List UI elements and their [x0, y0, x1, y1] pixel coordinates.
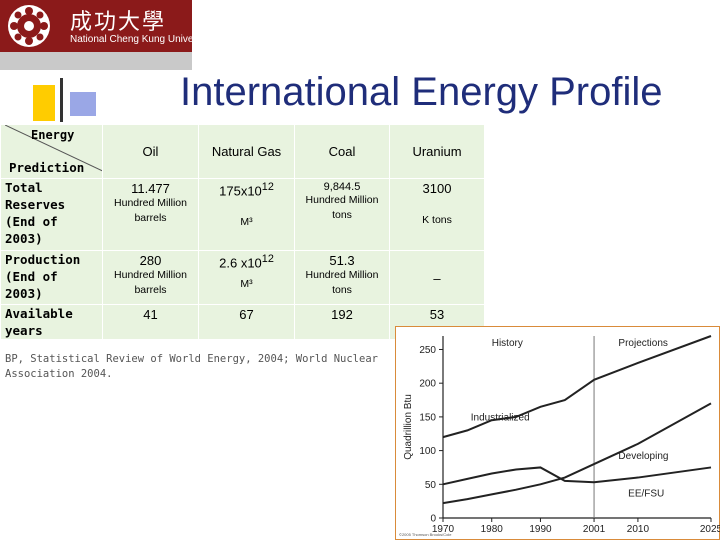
cell-value: –: [433, 271, 441, 286]
x-tick-label: 1990: [529, 524, 552, 535]
corner-prediction-label: Prediction: [9, 160, 85, 175]
x-tick-label: 1980: [481, 524, 504, 535]
cell-production-oil: 280 Hundred Million barrels: [102, 250, 199, 305]
cell-value: 67: [239, 307, 254, 322]
chart-footnote: ©2005 Thomson Brooks/Cole: [399, 532, 452, 537]
university-name-english: National Cheng Kung University: [70, 34, 212, 45]
column-header-natural-gas: Natural Gas: [198, 124, 295, 179]
cell-value-base: 175x10: [219, 183, 262, 199]
corner-diagonal: [5, 125, 102, 172]
cell-unit: K tons: [422, 214, 452, 226]
series-label: Industrialized: [471, 412, 530, 423]
cell-value-exponent: 12: [261, 181, 274, 193]
chart-frame: [394, 325, 720, 541]
y-tick-label: 50: [425, 480, 437, 491]
series-label: EE/FSU: [628, 489, 664, 500]
cell-value: 175x1012: [199, 181, 294, 198]
energy-table: Energy Prediction Oil Natural Gas Coal U…: [0, 124, 485, 340]
cell-unit: M³: [240, 278, 253, 291]
series-label: Developing: [618, 451, 668, 462]
corner-energy-label: Energy: [31, 128, 75, 142]
x-tick-label: 2025: [700, 524, 720, 535]
decor-vertical-line: [60, 78, 63, 122]
cell-value: 2.6 x1012: [199, 253, 294, 270]
cell-reserves-oil: 11.477 Hundred Million barrels: [102, 178, 199, 251]
x-tick-label: 2010: [627, 524, 650, 535]
y-tick-label: 0: [430, 514, 436, 525]
table-row: Production (End of 2003) 280 Hundred Mil…: [0, 250, 485, 305]
energy-projection-chart: 0 50 100 150 200 250 1970 1980 1990 2001 2010 2025 Q…: [394, 325, 720, 541]
series-line-developing: [442, 402, 712, 505]
cell-reserves-coal: 9,844.5 Hundred Million tons: [294, 178, 390, 251]
x-tick-label: 2001: [583, 524, 606, 535]
cell-value: 41: [143, 307, 158, 322]
cell-reserves-uranium: 3100 K tons: [389, 178, 485, 251]
cell-unit: Hundred Million tons: [305, 194, 379, 221]
cell-value: 280: [139, 253, 162, 268]
projections-label: Projections: [618, 338, 667, 349]
row-label-production: Production (End of 2003): [0, 250, 103, 305]
y-axis-label: Quadrillion Btu: [403, 394, 414, 460]
y-tick-label: 100: [419, 446, 436, 457]
university-name-chinese: 成功大學: [70, 10, 167, 35]
cell-years-gas: 67: [198, 304, 295, 340]
cell-value: 51.3: [329, 253, 355, 268]
cell-unit: Hundred Million barrels: [114, 269, 187, 296]
cell-value: 53: [429, 307, 445, 322]
university-seal-icon: [8, 5, 50, 47]
cell-reserves-gas: 175x1012 M³: [198, 178, 295, 251]
cell-production-uranium: –: [389, 250, 485, 305]
cell-value-base: 2.6 x10: [219, 255, 262, 271]
cell-unit: M³: [240, 216, 253, 229]
cell-production-coal: 51.3 Hundred Million tons: [294, 250, 390, 305]
column-header-coal: Coal: [294, 124, 390, 179]
row-label-total-reserves: Total Reserves (End of 2003): [0, 178, 103, 251]
cell-production-gas: 2.6 x1012 M³: [198, 250, 295, 305]
university-banner: 成功大學 National Cheng Kung University: [0, 0, 212, 52]
y-tick-label: 150: [419, 412, 436, 423]
cell-value: 192: [331, 307, 353, 322]
source-citation: BP, Statistical Review of World Energy, …: [5, 353, 378, 380]
column-header-uranium: Uranium: [389, 124, 485, 179]
banner-shadow-bar: [0, 52, 192, 70]
decor-blue-square: [70, 92, 96, 116]
page-title: International Energy Profile: [180, 70, 663, 114]
cell-value: 9,844.5: [323, 181, 361, 193]
cell-unit: Hundred Million tons: [305, 269, 379, 296]
corner-cell: Energy Prediction: [0, 124, 103, 179]
decor-yellow-square: [33, 85, 55, 121]
series-line-ee-fsu: [442, 466, 712, 486]
cell-unit: Hundred Million barrels: [114, 197, 187, 224]
table-row: Total Reserves (End of 2003) 11.477 Hund…: [0, 178, 485, 251]
cell-years-coal: 192: [294, 304, 390, 340]
cell-value-exponent: 12: [261, 253, 274, 265]
cell-value: 3100: [422, 181, 452, 196]
series-line-industrialized: [442, 335, 712, 439]
chart-svg: 0 50 100 150 200 250 1970 1980 1990 2001 2010 2025 Q…: [394, 325, 720, 541]
y-tick-label: 250: [419, 345, 436, 356]
x-tick-label: 1970: [432, 524, 455, 535]
column-header-oil: Oil: [102, 124, 199, 179]
history-label: History: [492, 338, 523, 349]
y-tick-label: 200: [419, 379, 436, 390]
cell-years-oil: 41: [102, 304, 199, 340]
row-label-available-years: Available years: [0, 304, 103, 340]
cell-value: 11.477: [131, 181, 170, 196]
